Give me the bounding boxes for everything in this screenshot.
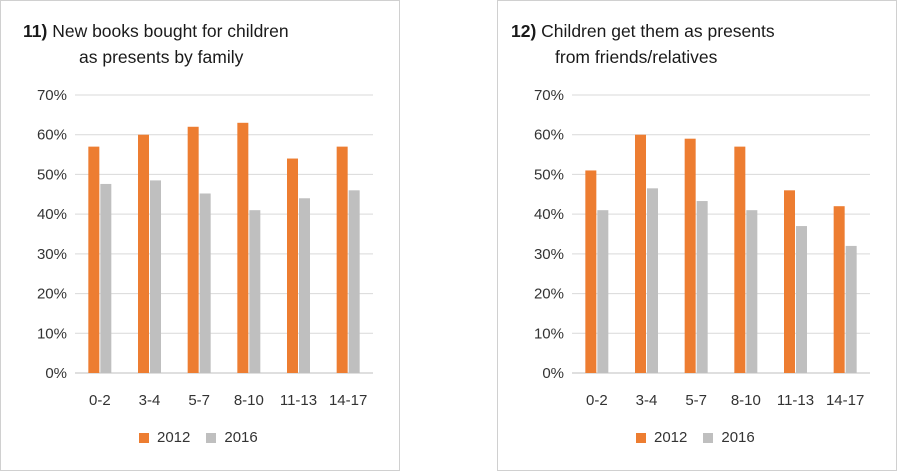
y-tick-label: 40% (37, 206, 67, 223)
bar-2016-8-10 (746, 210, 758, 373)
x-tick-label: 0-2 (586, 392, 608, 409)
bar-chart-svg: 0% 10% 20% 30% 40% 50% 60% 70% 0-2 3-4 5-7 8-10 11-1… (534, 87, 870, 409)
x-tick-label: 14-17 (329, 392, 367, 409)
x-tick-label: 5-7 (685, 392, 707, 409)
x-tick-label: 11-13 (777, 392, 814, 409)
y-tick-label: 30% (534, 246, 564, 263)
chart-legend: 2012 2016 (139, 429, 274, 446)
bar-2012-8-10 (734, 146, 746, 373)
legend-swatch-2012 (139, 432, 149, 443)
y-tick-label: 0% (45, 365, 67, 382)
x-tick-label: 11-13 (280, 392, 317, 409)
x-tick-label: 14-17 (826, 392, 864, 409)
bar-2012-3-4 (635, 134, 646, 373)
y-tick-label: 10% (534, 325, 564, 342)
bar-2012-8-10 (237, 122, 249, 373)
legend-swatch-2012 (636, 432, 646, 443)
chart-legend: 2012 2016 (636, 429, 771, 446)
bar-2016-0-2 (597, 210, 609, 373)
legend-label-2012: 2012 (157, 429, 191, 446)
bar-2016-11-13 (796, 226, 807, 373)
bar-2012-5-7 (684, 138, 696, 373)
legend-label-2016: 2016 (721, 429, 755, 446)
legend-item-2016: 2016 (703, 429, 755, 446)
chart-title-line1: New books bought for children (52, 21, 289, 41)
bar-2012-0-2 (585, 170, 597, 373)
y-tick-label: 60% (534, 127, 564, 144)
legend-swatch-2016 (703, 432, 714, 443)
bar-2012-11-13 (784, 190, 795, 373)
chart-title-line2: from friends/relatives (555, 47, 718, 67)
x-tick-label: 8-10 (731, 392, 761, 409)
bar-2012-11-13 (287, 158, 298, 373)
y-tick-label: 20% (534, 286, 564, 303)
bar-2012-3-4 (138, 134, 149, 373)
chart-title-line1: Children get them as presents (541, 21, 775, 41)
legend-item-2012: 2012 (636, 429, 687, 446)
bar-2012-5-7 (187, 126, 199, 374)
y-tick-label: 50% (534, 166, 564, 183)
x-tick-label: 3-4 (139, 392, 161, 409)
chart-panel-11: 11) New books bought for children as pre… (0, 0, 400, 471)
bar-2016-14-17 (845, 245, 857, 373)
legend-item-2012: 2012 (139, 429, 190, 446)
bar-2012-14-17 (833, 206, 845, 373)
bar-2016-8-10 (249, 210, 261, 373)
y-tick-label: 20% (37, 286, 67, 303)
legend-swatch-2016 (206, 432, 217, 443)
bar-2016-14-17 (348, 190, 360, 373)
legend-item-2016: 2016 (206, 429, 258, 446)
y-tick-label: 50% (37, 166, 67, 183)
bar-2012-14-17 (336, 146, 348, 373)
x-tick-label: 3-4 (636, 392, 658, 409)
legend-label-2016: 2016 (224, 429, 258, 446)
bar-2016-11-13 (299, 198, 310, 373)
bar-2016-3-4 (150, 180, 161, 373)
x-tick-label: 0-2 (89, 392, 111, 409)
x-tick-label: 5-7 (188, 392, 210, 409)
bar-2016-5-7 (199, 193, 211, 373)
y-tick-label: 70% (37, 87, 67, 104)
chart-title-number: 12) (511, 21, 537, 41)
bar-2016-5-7 (696, 201, 708, 373)
chart-panel-12: 12) Children get them as presents from f… (497, 0, 897, 471)
y-tick-label: 0% (542, 365, 564, 382)
bar-2016-0-2 (100, 183, 112, 373)
bar-chart-svg: 0% 10% 20% 30% 40% 50% 60% 70% 0-2 3-4 5-7 8-10 11-1… (37, 87, 373, 409)
chart-title-line2: as presents by family (79, 47, 244, 67)
y-tick-label: 40% (534, 206, 564, 223)
y-tick-label: 70% (534, 87, 564, 104)
y-tick-label: 10% (37, 325, 67, 342)
x-tick-label: 8-10 (234, 392, 264, 409)
y-tick-label: 30% (37, 246, 67, 263)
y-tick-label: 60% (37, 127, 67, 144)
bar-2012-0-2 (88, 146, 100, 373)
bar-2016-3-4 (647, 188, 658, 373)
chart-title-number: 11) (23, 21, 48, 41)
legend-label-2012: 2012 (654, 429, 688, 446)
